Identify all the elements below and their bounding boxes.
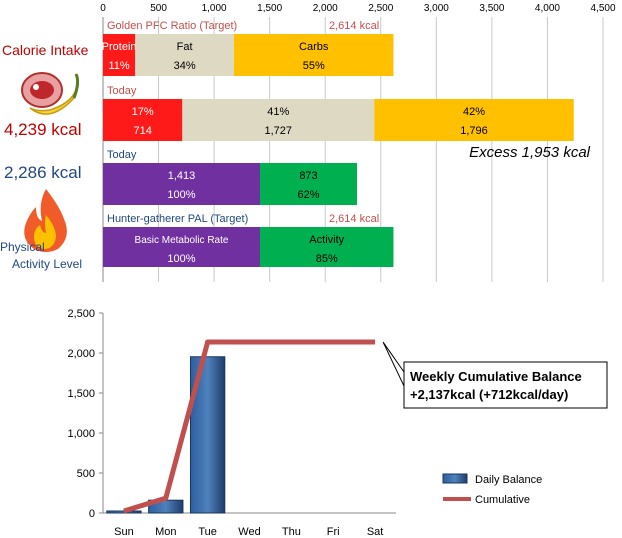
segment-value: 1,727 bbox=[265, 125, 293, 137]
y-tick-label: 0 bbox=[89, 508, 95, 520]
row-total-label: 2,614 kcal bbox=[329, 213, 379, 225]
x-tick-label: Thu bbox=[282, 526, 301, 538]
x-tick-label: Fri bbox=[327, 526, 340, 538]
segment-value: 714 bbox=[133, 125, 151, 137]
cumulative-line bbox=[123, 339, 376, 514]
segment-value: 34% bbox=[174, 60, 196, 72]
excess-label: Excess 1,953 kcal bbox=[469, 144, 591, 161]
top-tick-label: 1,500 bbox=[257, 3, 282, 14]
calorie-intake-label: Calorie Intake bbox=[2, 42, 89, 58]
pal-label-line1: Physical bbox=[0, 240, 45, 254]
expenditure-value: 2,286 kcal bbox=[4, 163, 82, 182]
bar-segment bbox=[103, 34, 136, 76]
bar-segment bbox=[103, 99, 183, 141]
segment-value: 100% bbox=[167, 253, 195, 265]
callout-box bbox=[403, 361, 608, 409]
segment-name: Protein bbox=[102, 41, 137, 53]
meat-and-banana-icon bbox=[21, 72, 80, 115]
top-bar-chart: 0 500 1,000 1,500 2,000 2,500 3,000 3,500 4,000 4… bbox=[100, 3, 616, 282]
row-label: Today bbox=[107, 85, 137, 97]
segment-name: Activity bbox=[309, 234, 344, 246]
bar-segment bbox=[103, 163, 260, 205]
bar-segment bbox=[260, 227, 394, 267]
top-tick-label: 0 bbox=[100, 3, 106, 14]
top-tick-label: 4,500 bbox=[590, 3, 615, 14]
intake-value: 4,239 kcal bbox=[4, 120, 82, 139]
top-tick-label: 2,500 bbox=[368, 3, 393, 14]
top-tick-label: 3,000 bbox=[424, 3, 449, 14]
segment-name: Carbs bbox=[299, 41, 329, 53]
row-label: Today bbox=[107, 149, 137, 161]
row-total-label: 2,614 kcal bbox=[329, 20, 379, 32]
segment-value: 62% bbox=[297, 189, 319, 201]
top-tick-label: 1,000 bbox=[202, 3, 227, 14]
row-label: Hunter-gatherer PAL (Target) bbox=[107, 213, 248, 225]
bar-segment bbox=[135, 34, 234, 76]
top-tick-label: 500 bbox=[150, 3, 167, 14]
daily-balance-bar bbox=[106, 510, 142, 514]
segment-name: 1,413 bbox=[168, 170, 196, 182]
legend-bar-swatch bbox=[442, 473, 468, 484]
fire-icon bbox=[24, 189, 67, 252]
callout-line2: +2,137kcal (+712kcal/day) bbox=[410, 387, 568, 402]
top-tick-label: 4,000 bbox=[535, 3, 560, 14]
top-tick-label: 2,000 bbox=[313, 3, 338, 14]
bar-segment bbox=[234, 34, 394, 76]
segment-name: 41% bbox=[267, 106, 289, 118]
segment-name: Basic Metabolic Rate bbox=[135, 235, 229, 246]
y-tick-label: 2,000 bbox=[67, 348, 95, 360]
row-label: Golden PFC Ratio (Target) bbox=[107, 20, 237, 32]
x-tick-label: Sun bbox=[114, 526, 134, 538]
callout-line1: Weekly Cumulative Balance bbox=[410, 369, 582, 384]
y-tick-label: 2,500 bbox=[67, 308, 95, 320]
callout-pointer bbox=[382, 341, 405, 387]
y-tick-label: 1,500 bbox=[67, 388, 95, 400]
segment-value: 100% bbox=[167, 189, 195, 201]
segment-name: Fat bbox=[177, 41, 193, 53]
legend-line-label: Cumulative bbox=[475, 494, 530, 506]
segment-value: 1,796 bbox=[460, 125, 488, 137]
y-tick-label: 1,000 bbox=[67, 428, 95, 440]
weekly-balance-chart: 0 500 1,000 1,500 2,000 2,500 Sun Mon Tue Wed Thu F… bbox=[67, 308, 608, 538]
top-tick-label: 3,500 bbox=[479, 3, 504, 14]
x-tick-label: Mon bbox=[155, 526, 176, 538]
pal-label-line2: Activity Level bbox=[12, 257, 83, 271]
legend-bar-label: Daily Balance bbox=[475, 474, 542, 486]
bar-segment bbox=[374, 99, 574, 141]
bar-segment bbox=[182, 99, 375, 141]
segment-name: 42% bbox=[463, 106, 485, 118]
segment-name: 873 bbox=[299, 170, 317, 182]
segment-value: 11% bbox=[109, 60, 130, 72]
y-tick-label: 500 bbox=[77, 468, 95, 480]
segment-value: 85% bbox=[316, 253, 338, 265]
segment-name: 17% bbox=[132, 106, 154, 118]
bar-segment bbox=[260, 163, 357, 205]
bar-segment bbox=[103, 227, 260, 267]
x-tick-label: Wed bbox=[238, 526, 260, 538]
x-tick-label: Sat bbox=[367, 526, 384, 538]
segment-value: 55% bbox=[303, 60, 325, 72]
x-tick-label: Tue bbox=[198, 526, 217, 538]
